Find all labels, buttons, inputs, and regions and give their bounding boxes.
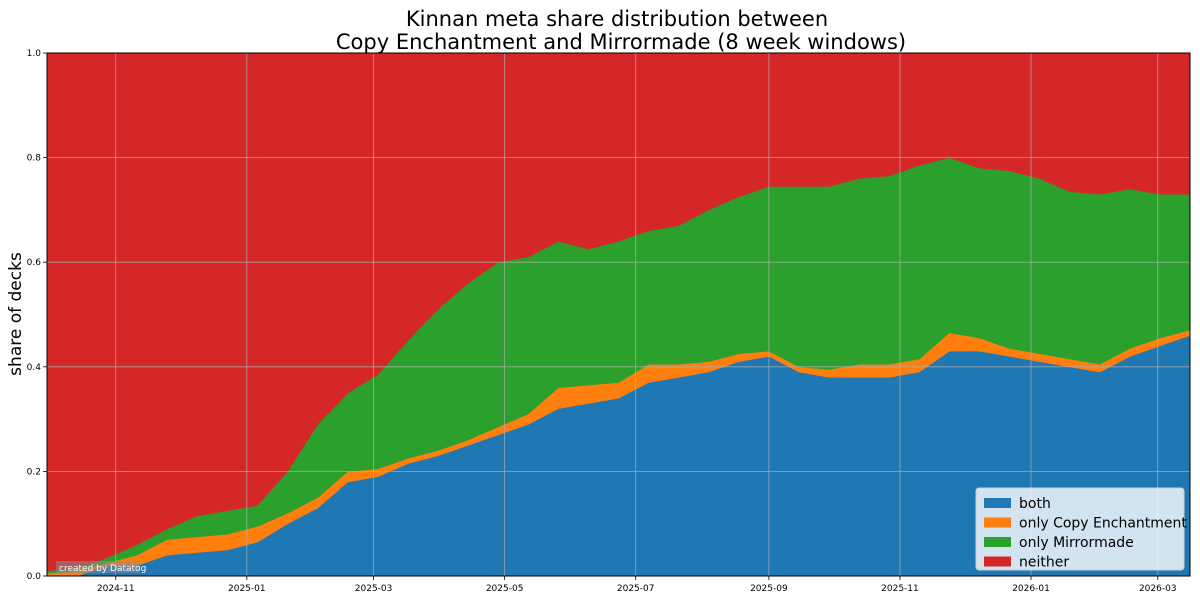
x-tick-label: 2025-01 <box>228 584 266 594</box>
x-tick-label: 2025-11 <box>881 584 919 594</box>
y-tick-label: 0.8 <box>27 154 42 164</box>
legend-swatch-only-copy-enchantment <box>984 517 1011 528</box>
area-layer <box>46 52 1191 577</box>
plot-frame <box>46 52 1191 577</box>
x-tick-label: 2025-03 <box>355 584 393 594</box>
y-tick-label: 0.2 <box>27 467 41 477</box>
y-tick-label: 1.0 <box>27 49 42 59</box>
x-tick-label: 2026-03 <box>1139 584 1177 594</box>
legend-label-only-mirrormade: only Mirrormade <box>1019 535 1134 551</box>
watermark-text: created by Datatog <box>59 564 146 574</box>
x-axis: 2024-11 2025-01 2025-03 2025-05 2025-07 2025-… <box>97 576 1177 594</box>
y-axis-label: share of decks <box>6 252 26 376</box>
y-axis: 0.0 0.2 0.4 0.6 0.8 1.0 <box>27 49 47 582</box>
legend-swatch-both <box>984 498 1011 508</box>
x-tick-label: 2025-09 <box>750 584 788 594</box>
legend: both only Copy Enchantment only Mirrormade… <box>975 487 1187 571</box>
legend-swatch-only-mirrormade <box>984 537 1011 547</box>
x-tick-label: 2025-05 <box>486 584 524 594</box>
watermark: created by Datatog <box>56 561 146 574</box>
x-tick-label: 2024-11 <box>97 584 135 594</box>
chart-subtitle: Copy Enchantment and Mirrormade (8 week … <box>336 30 906 54</box>
legend-label-only-copy-enchantment: only Copy Enchantment <box>1019 516 1187 532</box>
legend-label-neither: neither <box>1019 555 1069 571</box>
y-tick-label: 0.6 <box>27 258 42 268</box>
y-tick-label: 0.0 <box>27 572 42 582</box>
legend-box <box>975 487 1185 571</box>
chart-title: Kinnan meta share distribution between <box>406 7 828 31</box>
y-tick-label: 0.4 <box>27 363 42 373</box>
x-tick-label: 2025-07 <box>617 584 655 594</box>
watermark-background <box>56 561 140 573</box>
x-tick-label: 2026-01 <box>1012 584 1050 594</box>
legend-swatch-neither <box>984 556 1011 567</box>
legend-label-both: both <box>1019 496 1051 512</box>
